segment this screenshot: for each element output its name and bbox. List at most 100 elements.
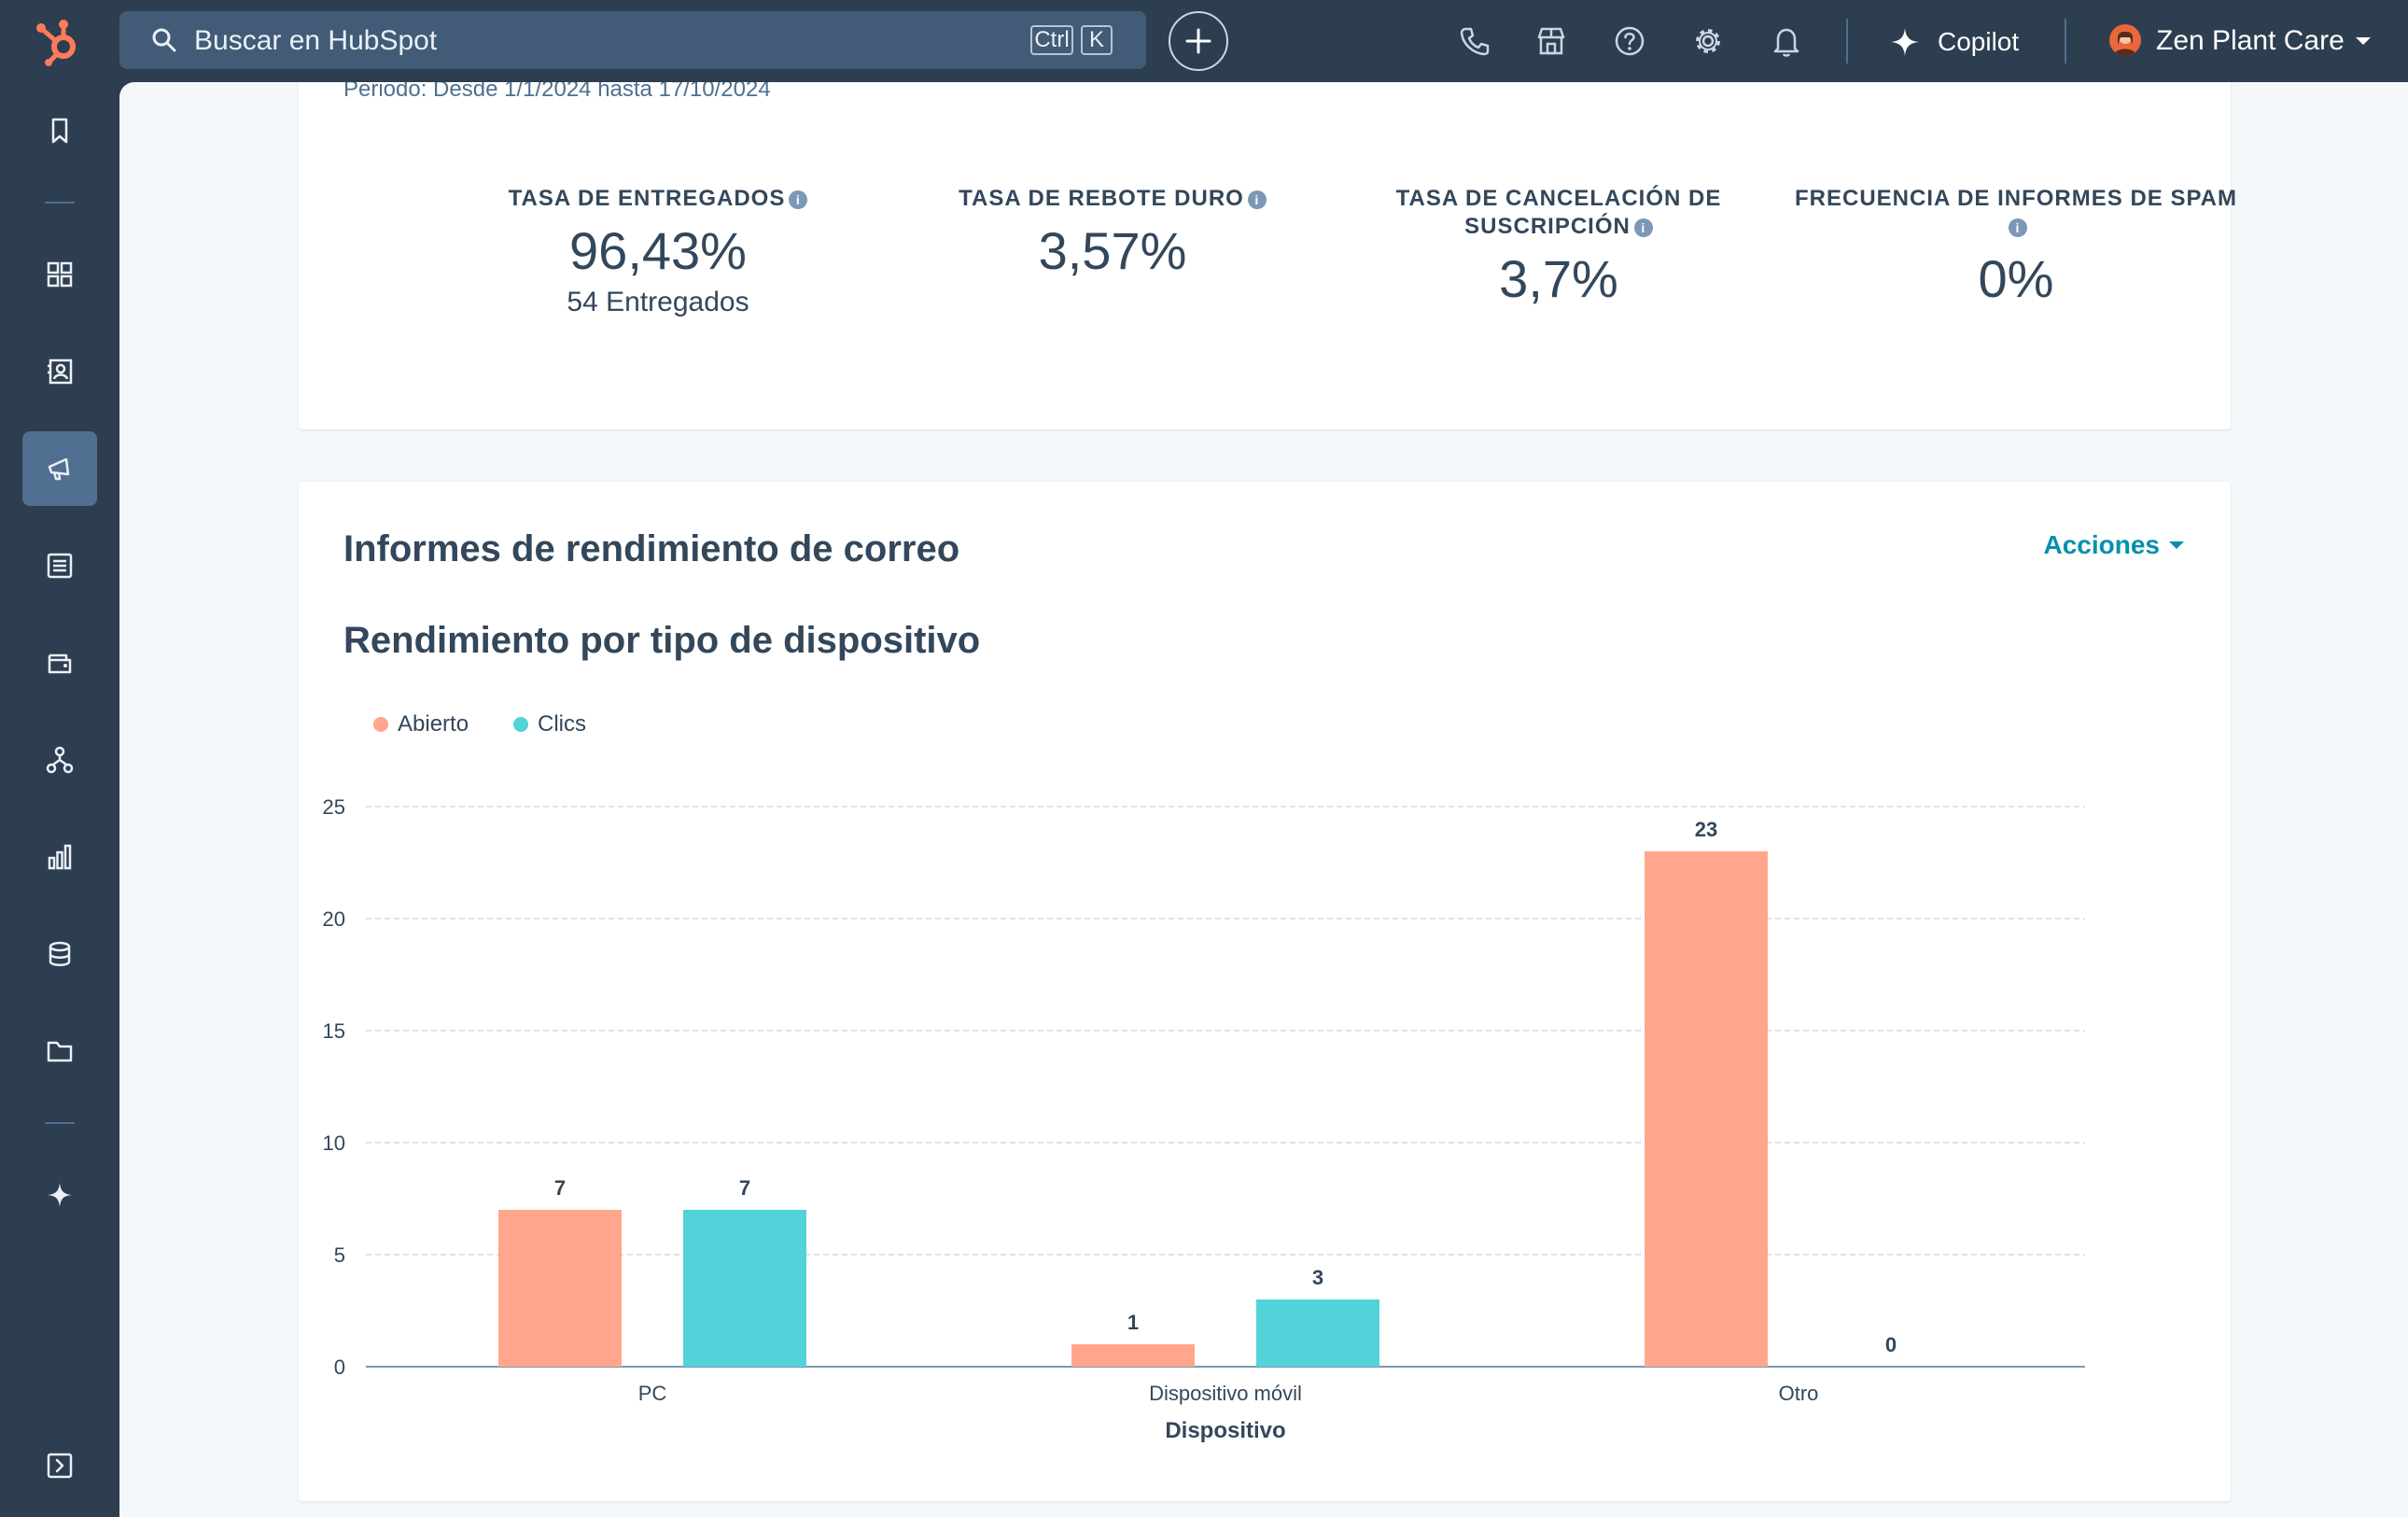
sidebar-item-marketing[interactable] — [22, 431, 97, 506]
top-bar-divider — [1846, 19, 1848, 63]
legend-item-clics[interactable]: Clics — [513, 711, 586, 737]
bar-chart-icon — [48, 844, 72, 870]
wallet-icon — [48, 653, 72, 674]
megaphone-icon — [48, 457, 70, 481]
sidebar-item-breeze[interactable] — [22, 1158, 97, 1232]
sidebar-item-content[interactable] — [22, 528, 97, 603]
bar-abierto-2 — [1645, 851, 1768, 1367]
email-health-card: Periodo: Desde 1/1/2024 hasta 17/10/2024… — [299, 82, 2236, 429]
gear-icon[interactable] — [1691, 24, 1725, 58]
chart-title: Rendimiento por tipo de dispositivo — [343, 620, 981, 661]
report-period: Periodo: Desde 1/1/2024 hasta 17/10/2024 — [343, 82, 771, 102]
legend-dot — [513, 717, 528, 732]
metric-label: TASA DE ENTREGADOS — [508, 186, 786, 211]
sidebar-item-workspaces[interactable] — [22, 237, 97, 312]
metric-unsubscribe-rate: TASA DE CANCELACIÓN DE SUSCRIPCIÓN i 3,7% — [1344, 185, 1773, 309]
global-search-input[interactable]: Buscar en HubSpot Ctrl K — [119, 11, 1146, 69]
section-title: Informes de rendimiento de correo — [343, 528, 960, 569]
metric-hard-bounce-rate: TASA DE REBOTE DURO i 3,57% — [889, 185, 1337, 281]
metric-label: FRECUENCIA DE INFORMES DE SPAM — [1794, 186, 2238, 211]
actions-label: Acciones — [2043, 530, 2161, 559]
content-icon — [47, 553, 73, 579]
sidebar-item-crm[interactable] — [22, 334, 97, 409]
search-placeholder: Buscar en HubSpot — [194, 25, 438, 56]
legend-item-abierto[interactable]: Abierto — [373, 711, 469, 737]
search-icon — [151, 27, 177, 53]
sparkle-icon — [1891, 28, 1919, 56]
metric-spam-report-rate: FRECUENCIA DE INFORMES DE SPAM i 0% — [1792, 185, 2240, 309]
create-new-button[interactable] — [1169, 11, 1228, 71]
metric-delivered-rate: TASA DE ENTREGADOS i 96,43% 54 Entregados — [434, 185, 882, 318]
actions-dropdown[interactable]: Acciones — [2043, 530, 2184, 560]
data-label: 23 — [1695, 818, 1717, 841]
bell-icon[interactable] — [1770, 24, 1803, 58]
sidebar-divider — [45, 1122, 75, 1124]
info-icon[interactable]: i — [1247, 190, 1267, 209]
sidebar-item-bookmarks[interactable] — [22, 93, 97, 168]
expand-icon — [47, 1453, 73, 1479]
data-label: 3 — [1312, 1266, 1323, 1289]
help-icon[interactable] — [1613, 24, 1646, 58]
data-label: 7 — [554, 1176, 566, 1200]
avatar — [2109, 24, 2141, 56]
bar-abierto-1 — [1071, 1344, 1195, 1367]
y-tick-label: 5 — [334, 1243, 345, 1267]
account-name: Zen Plant Care — [2156, 25, 2345, 56]
legend-dot — [373, 717, 388, 732]
info-icon[interactable]: i — [2009, 218, 2027, 237]
sidebar-item-automation[interactable] — [22, 723, 97, 797]
y-tick-label: 0 — [334, 1355, 345, 1379]
x-tick-label: Dispositivo móvil — [1149, 1382, 1302, 1405]
metric-value: 96,43% — [569, 221, 747, 280]
x-axis-label: Dispositivo — [1165, 1418, 1285, 1443]
metric-value: 3,57% — [1038, 221, 1187, 280]
metric-label: TASA DE REBOTE DURO — [959, 186, 1244, 211]
top-bar-divider — [2065, 19, 2066, 63]
store-icon[interactable] — [1534, 24, 1568, 58]
copilot-label: Copilot — [1938, 27, 2020, 56]
phone-icon[interactable] — [1458, 24, 1491, 58]
workflow-icon — [46, 746, 74, 774]
sidebar-item-library[interactable] — [22, 1014, 97, 1089]
email-performance-card: Informes de rendimiento de correo Accion… — [299, 482, 2231, 1501]
x-tick-label: PC — [638, 1382, 667, 1405]
sidebar-divider — [45, 202, 75, 204]
metric-subtext: 54 Entregados — [567, 287, 749, 317]
info-icon[interactable]: i — [1633, 218, 1653, 237]
y-tick-label: 25 — [323, 795, 345, 819]
sidebar-item-commerce[interactable] — [22, 625, 97, 700]
metric-value: 3,7% — [1499, 249, 1618, 308]
grid-icon — [47, 261, 73, 288]
shortcut-k-key: K — [1081, 25, 1113, 55]
metric-value: 0% — [1978, 249, 2054, 308]
sidebar-item-reporting[interactable] — [22, 820, 97, 894]
plus-icon — [1185, 28, 1211, 54]
data-label: 0 — [1885, 1333, 1897, 1356]
database-icon — [49, 941, 71, 966]
metric-label: TASA DE CANCELACIÓN DE SUSCRIPCIÓN — [1395, 186, 1722, 239]
contacts-icon — [48, 358, 73, 385]
bookmark-icon — [51, 118, 68, 144]
y-tick-label: 20 — [323, 907, 345, 931]
bar-clics-0 — [683, 1210, 806, 1367]
bar-clics-1 — [1256, 1299, 1379, 1367]
bar-chart: 0 5 10 15 20 25 7 7 PC 1 3 Dispositivo móvil 23 0 Otro… — [323, 795, 2085, 1443]
caret-down-icon — [2356, 37, 2371, 45]
hubspot-logo-icon[interactable] — [34, 15, 86, 67]
data-label: 7 — [739, 1176, 750, 1200]
y-tick-label: 15 — [323, 1019, 345, 1043]
legend-label: Abierto — [398, 711, 469, 737]
x-tick-label: Otro — [1779, 1382, 1819, 1405]
sidebar-expand-button[interactable] — [22, 1428, 97, 1503]
shortcut-ctrl-key: Ctrl — [1030, 25, 1073, 55]
info-icon[interactable]: i — [789, 190, 808, 209]
bar-abierto-0 — [498, 1210, 622, 1367]
top-nav-bar: Buscar en HubSpot Ctrl K Copilot Zen Pla… — [0, 0, 2408, 82]
left-sidebar — [0, 82, 119, 1517]
main-content: Periodo: Desde 1/1/2024 hasta 17/10/2024… — [119, 82, 2408, 1517]
sparkle-icon — [48, 1183, 72, 1207]
sidebar-item-data[interactable] — [22, 917, 97, 991]
legend-label: Clics — [538, 711, 586, 737]
y-tick-label: 10 — [323, 1131, 345, 1155]
data-label: 1 — [1127, 1311, 1139, 1334]
